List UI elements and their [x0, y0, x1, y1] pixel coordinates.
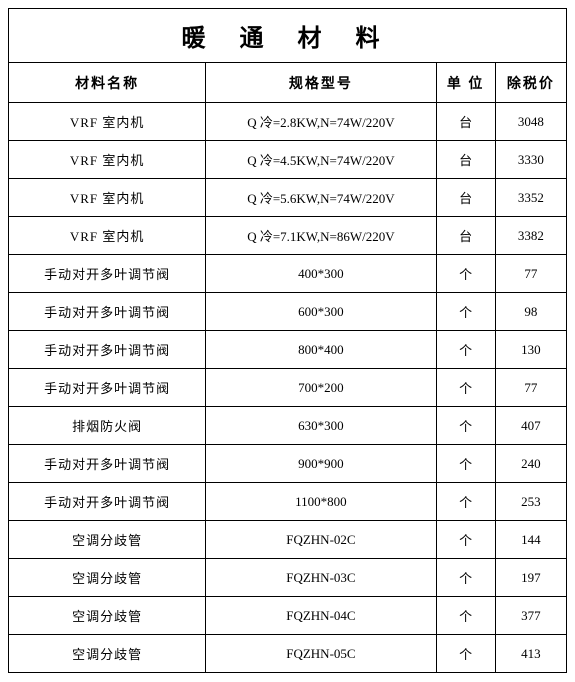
cell-name: 手动对开多叶调节阀 [9, 331, 206, 369]
cell-name: 空调分歧管 [9, 521, 206, 559]
table-row: 空调分歧管 FQZHN-03C 个 197 [9, 559, 567, 597]
cell-spec: FQZHN-05C [206, 635, 436, 673]
col-header-unit: 单 位 [436, 63, 495, 103]
cell-unit: 个 [436, 255, 495, 293]
cell-name: 手动对开多叶调节阀 [9, 369, 206, 407]
table-row: 手动对开多叶调节阀 700*200 个 77 [9, 369, 567, 407]
cell-price: 144 [495, 521, 566, 559]
cell-spec: FQZHN-04C [206, 597, 436, 635]
table-row: 手动对开多叶调节阀 400*300 个 77 [9, 255, 567, 293]
materials-table-container: 暖 通 材 料 材料名称 规格型号 单 位 除税价 VRF 室内机 Q 冷=2.… [8, 8, 567, 673]
cell-name: 空调分歧管 [9, 559, 206, 597]
cell-spec: 800*400 [206, 331, 436, 369]
cell-name: 手动对开多叶调节阀 [9, 445, 206, 483]
cell-price: 407 [495, 407, 566, 445]
cell-price: 77 [495, 369, 566, 407]
cell-price: 413 [495, 635, 566, 673]
cell-price: 240 [495, 445, 566, 483]
cell-spec: 900*900 [206, 445, 436, 483]
cell-price: 3330 [495, 141, 566, 179]
cell-unit: 个 [436, 331, 495, 369]
cell-name: VRF 室内机 [9, 179, 206, 217]
cell-spec: 1100*800 [206, 483, 436, 521]
cell-name: 手动对开多叶调节阀 [9, 483, 206, 521]
cell-spec: Q 冷=5.6KW,N=74W/220V [206, 179, 436, 217]
cell-unit: 个 [436, 407, 495, 445]
col-header-price: 除税价 [495, 63, 566, 103]
col-header-name: 材料名称 [9, 63, 206, 103]
materials-table: 暖 通 材 料 材料名称 规格型号 单 位 除税价 VRF 室内机 Q 冷=2.… [8, 8, 567, 673]
table-row: 空调分歧管 FQZHN-02C 个 144 [9, 521, 567, 559]
cell-unit: 个 [436, 445, 495, 483]
cell-spec: 630*300 [206, 407, 436, 445]
cell-spec: Q 冷=2.8KW,N=74W/220V [206, 103, 436, 141]
table-row: 手动对开多叶调节阀 800*400 个 130 [9, 331, 567, 369]
cell-spec: 600*300 [206, 293, 436, 331]
table-row: 手动对开多叶调节阀 900*900 个 240 [9, 445, 567, 483]
cell-spec: Q 冷=4.5KW,N=74W/220V [206, 141, 436, 179]
table-row: VRF 室内机 Q 冷=7.1KW,N=86W/220V 台 3382 [9, 217, 567, 255]
cell-name: 手动对开多叶调节阀 [9, 293, 206, 331]
cell-unit: 台 [436, 217, 495, 255]
cell-unit: 台 [436, 103, 495, 141]
cell-spec: 700*200 [206, 369, 436, 407]
cell-name: 排烟防火阀 [9, 407, 206, 445]
table-row: 手动对开多叶调节阀 1100*800 个 253 [9, 483, 567, 521]
cell-price: 253 [495, 483, 566, 521]
cell-name: 手动对开多叶调节阀 [9, 255, 206, 293]
table-row: VRF 室内机 Q 冷=5.6KW,N=74W/220V 台 3352 [9, 179, 567, 217]
cell-price: 377 [495, 597, 566, 635]
cell-unit: 个 [436, 483, 495, 521]
table-row: 空调分歧管 FQZHN-04C 个 377 [9, 597, 567, 635]
cell-spec: FQZHN-02C [206, 521, 436, 559]
cell-name: 空调分歧管 [9, 635, 206, 673]
cell-unit: 个 [436, 597, 495, 635]
cell-price: 197 [495, 559, 566, 597]
table-row: 手动对开多叶调节阀 600*300 个 98 [9, 293, 567, 331]
header-row: 材料名称 规格型号 单 位 除税价 [9, 63, 567, 103]
cell-unit: 个 [436, 521, 495, 559]
cell-unit: 个 [436, 559, 495, 597]
table-body: VRF 室内机 Q 冷=2.8KW,N=74W/220V 台 3048 VRF … [9, 103, 567, 673]
cell-unit: 个 [436, 293, 495, 331]
cell-unit: 台 [436, 141, 495, 179]
cell-price: 77 [495, 255, 566, 293]
cell-price: 3352 [495, 179, 566, 217]
cell-name: VRF 室内机 [9, 103, 206, 141]
title-row: 暖 通 材 料 [9, 9, 567, 63]
cell-unit: 个 [436, 635, 495, 673]
cell-price: 130 [495, 331, 566, 369]
table-title: 暖 通 材 料 [9, 9, 567, 63]
table-row: 空调分歧管 FQZHN-05C 个 413 [9, 635, 567, 673]
cell-price: 3382 [495, 217, 566, 255]
cell-name: VRF 室内机 [9, 141, 206, 179]
table-row: VRF 室内机 Q 冷=2.8KW,N=74W/220V 台 3048 [9, 103, 567, 141]
cell-name: 空调分歧管 [9, 597, 206, 635]
table-row: VRF 室内机 Q 冷=4.5KW,N=74W/220V 台 3330 [9, 141, 567, 179]
table-row: 排烟防火阀 630*300 个 407 [9, 407, 567, 445]
cell-spec: FQZHN-03C [206, 559, 436, 597]
cell-price: 3048 [495, 103, 566, 141]
cell-unit: 个 [436, 369, 495, 407]
cell-spec: 400*300 [206, 255, 436, 293]
col-header-spec: 规格型号 [206, 63, 436, 103]
cell-unit: 台 [436, 179, 495, 217]
cell-spec: Q 冷=7.1KW,N=86W/220V [206, 217, 436, 255]
cell-name: VRF 室内机 [9, 217, 206, 255]
cell-price: 98 [495, 293, 566, 331]
